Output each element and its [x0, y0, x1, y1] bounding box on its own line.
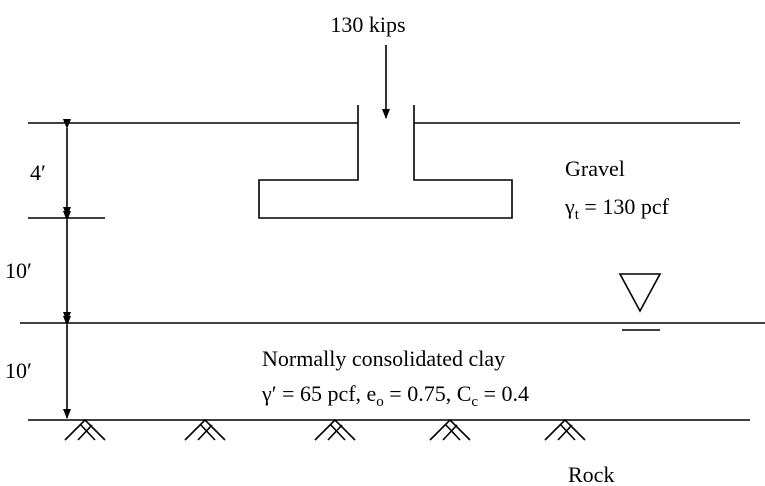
rock-hatch	[64, 418, 586, 441]
clay-label: Normally consolidated clay	[262, 346, 505, 371]
gravel-label: Gravel	[565, 156, 625, 181]
footing	[258, 105, 513, 219]
dimension-label: 10′	[5, 358, 32, 383]
rock-label: Rock	[568, 462, 614, 486]
dimension-label: 4′	[30, 160, 46, 185]
gravel-unit-weight: γt = 130 pcf	[564, 194, 670, 223]
clay-properties: γ′ = 65 pcf, eo = 0.75, Cc = 0.4	[261, 381, 529, 410]
load-label: 130 kips	[330, 12, 405, 37]
water-table-symbol	[618, 273, 662, 313]
dimension-label: 10′	[5, 258, 32, 283]
